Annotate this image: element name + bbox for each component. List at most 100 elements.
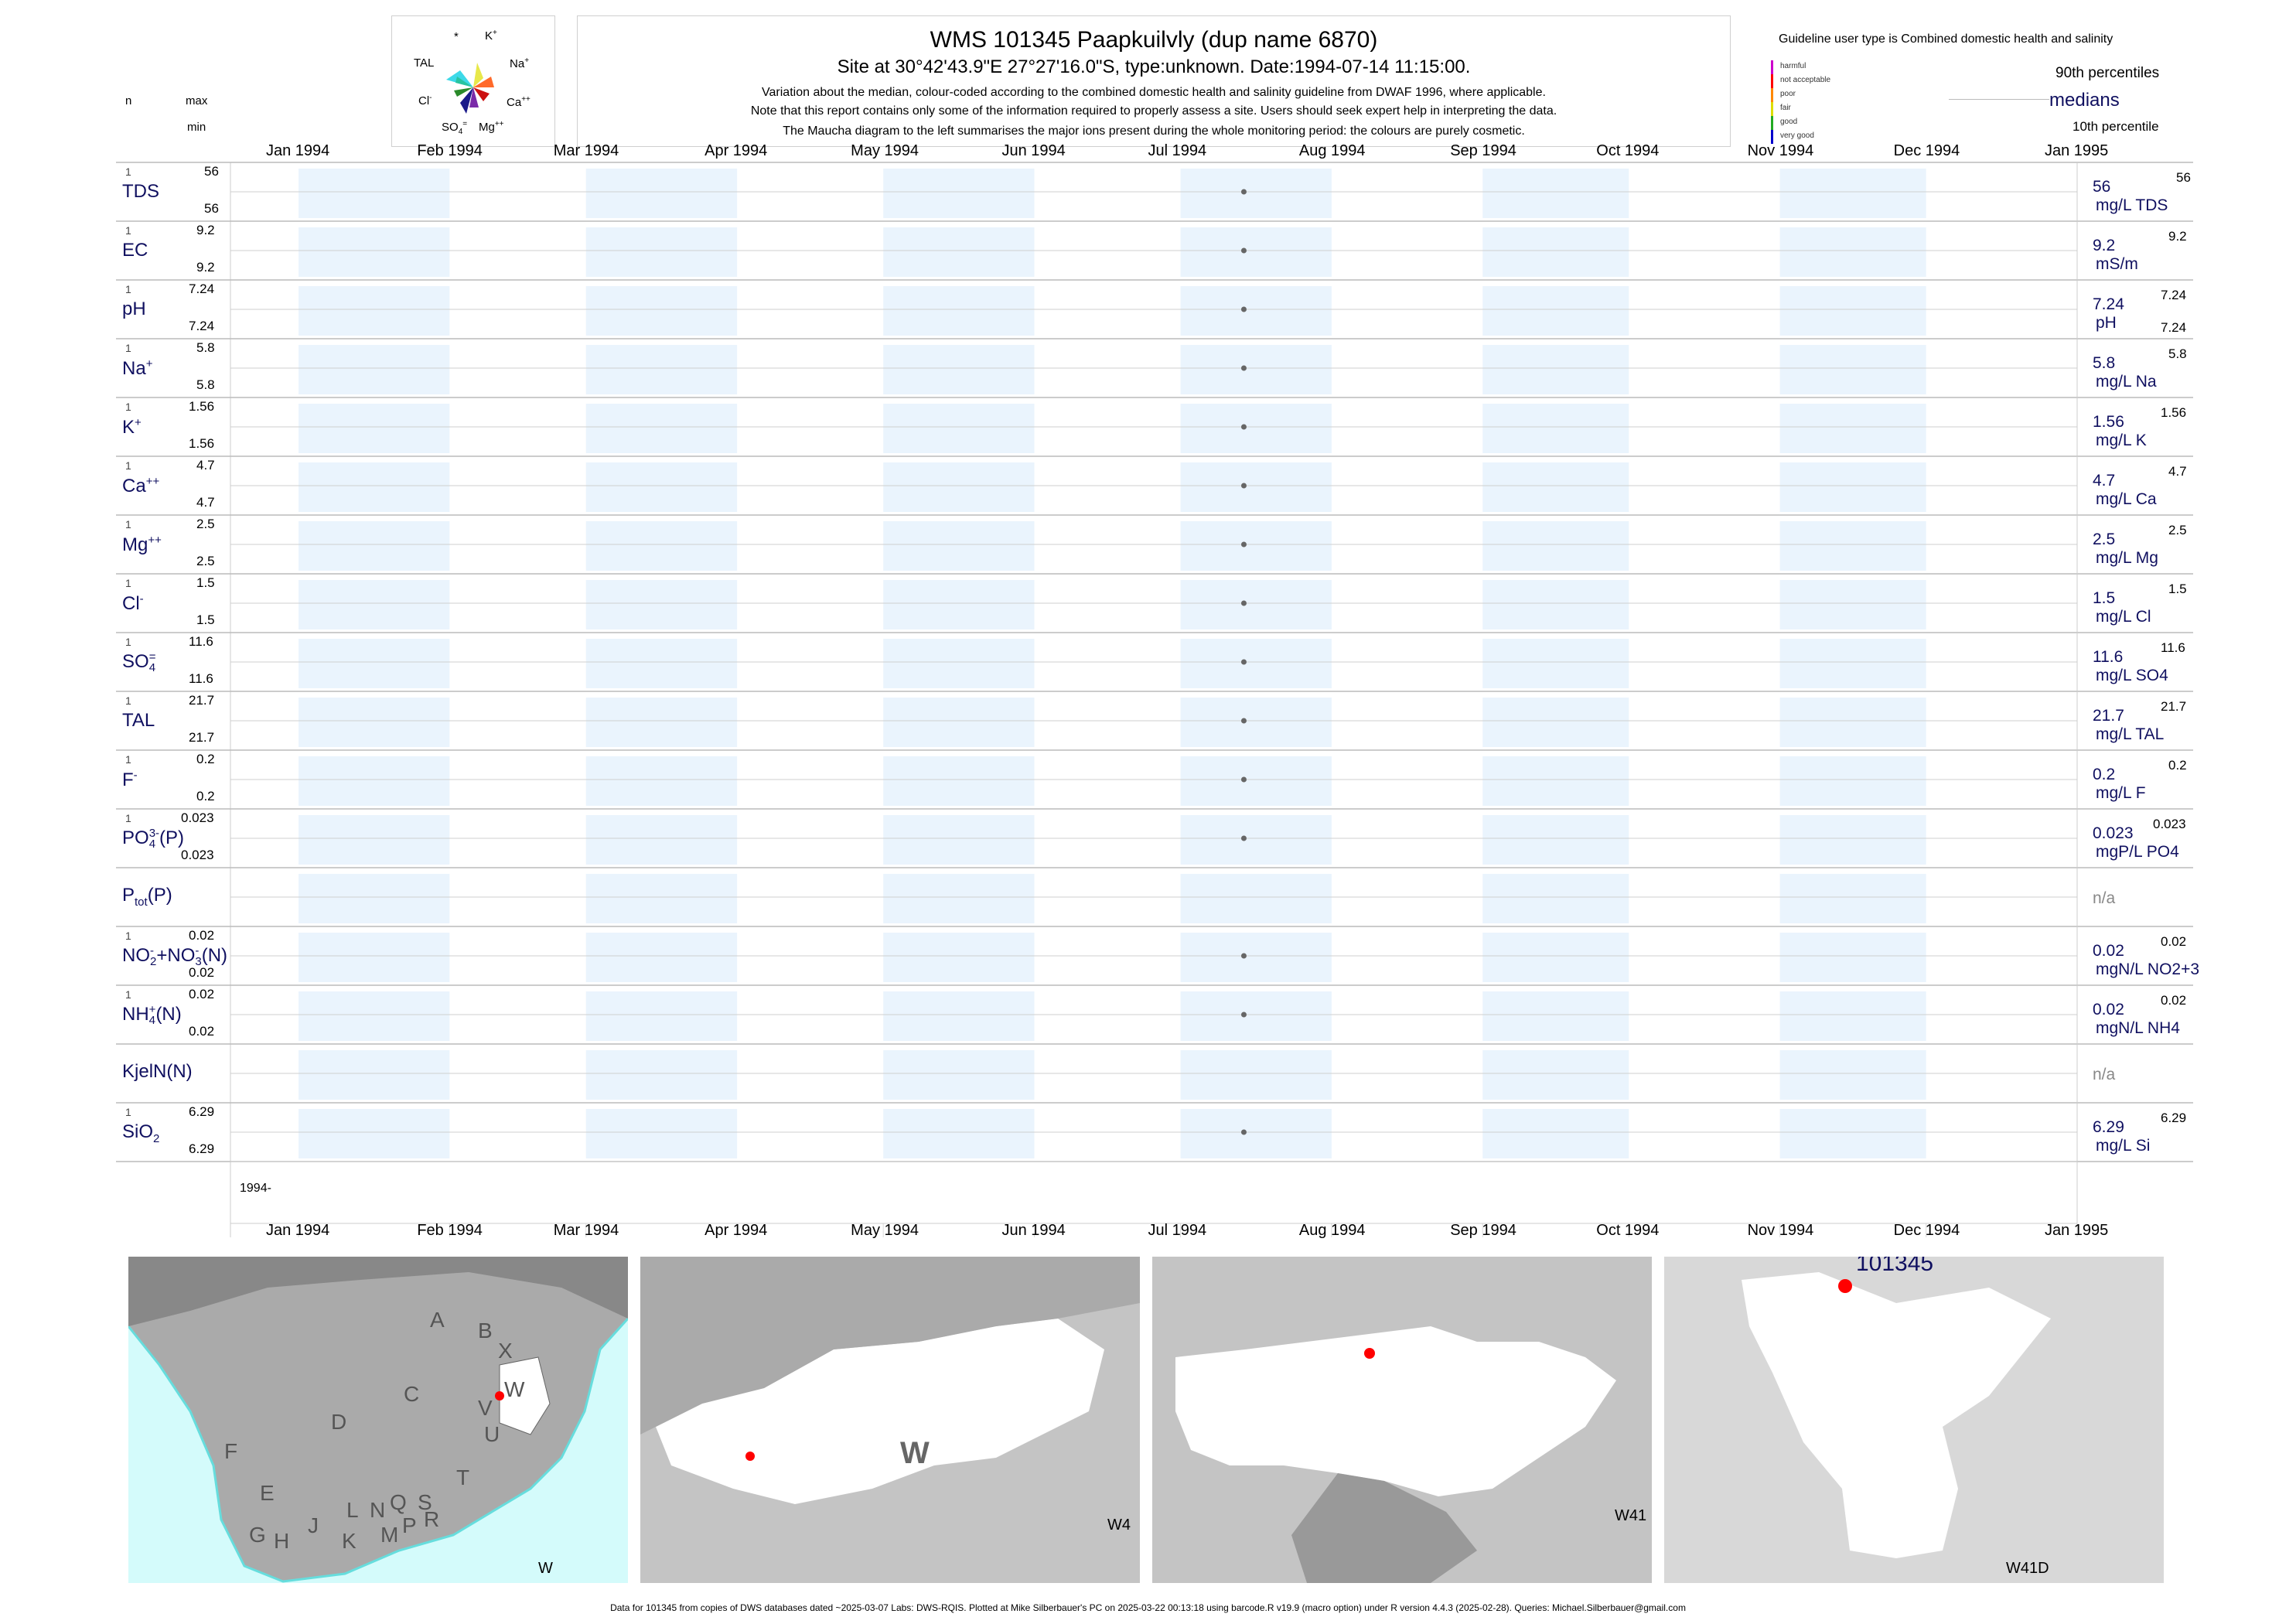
map3-catchment xyxy=(1175,1326,1616,1496)
month-band-so4-2 xyxy=(585,639,738,688)
row-n-ec: 1 xyxy=(125,224,131,237)
map1-letter-n: N xyxy=(370,1498,386,1522)
map-w-region: W W4 xyxy=(640,1257,1140,1583)
row-median-so4: 11.6 xyxy=(2093,648,2124,666)
map1-letter-v: V xyxy=(478,1396,493,1420)
month-band-sio2-4 xyxy=(883,1109,1035,1158)
month-label-top-5: Jun 1994 xyxy=(1001,142,1066,159)
legend-category-4: good xyxy=(1780,118,1798,126)
month-label-bottom-0: Jan 1994 xyxy=(266,1222,330,1239)
month-band-ptot-2 xyxy=(585,874,738,923)
maucha-petal-k xyxy=(473,63,483,87)
legend-color-3 xyxy=(1771,102,1773,116)
month-band-na-8 xyxy=(1482,345,1629,394)
month-band-ca-6 xyxy=(1180,462,1332,512)
map1-region-w xyxy=(499,1356,551,1435)
month-label-bottom-1: Feb 1994 xyxy=(417,1222,483,1239)
row-median-tal: 21.7 xyxy=(2093,707,2124,725)
row-label-f: F- xyxy=(122,769,138,790)
row-label-cl: Cl- xyxy=(122,592,144,614)
data-point-so4 xyxy=(1240,659,1247,665)
legend-category-1: not acceptable xyxy=(1780,76,1831,84)
month-band-tal-8 xyxy=(1482,698,1629,747)
map1-site-marker xyxy=(495,1391,504,1401)
maucha-label-so4: SO4= xyxy=(442,120,468,136)
maucha-petal-ca xyxy=(473,87,490,101)
row-label-tal: TAL xyxy=(122,710,155,731)
map4-site-marker xyxy=(1838,1279,1852,1293)
map1-letter-c: C xyxy=(404,1382,420,1406)
legend-p90: 90th percentiles xyxy=(2055,65,2160,81)
row-label-k: K+ xyxy=(122,416,142,438)
month-band-tds-6 xyxy=(1180,169,1332,218)
month-label-bottom-8: Sep 1994 xyxy=(1450,1222,1516,1239)
month-band-no23-10 xyxy=(1779,933,1926,982)
month-band-nh4-6 xyxy=(1180,991,1332,1041)
data-point-po4 xyxy=(1240,835,1247,841)
bottom-panel-frame xyxy=(230,1161,2078,1224)
legend-color-5 xyxy=(1771,130,1773,144)
legend-category-0: harmful xyxy=(1780,62,1806,70)
month-band-tds-2 xyxy=(585,169,738,218)
month-band-tds-8 xyxy=(1482,169,1629,218)
row-p90-ph: 7.24 xyxy=(2161,288,2187,302)
maucha-diagram: * K+ Na+ Ca++ Mg++ SO4= Cl- TAL xyxy=(391,15,555,147)
map1-land xyxy=(128,1257,628,1583)
bottom-year-label: 1994- xyxy=(240,1182,271,1195)
data-point-ec xyxy=(1240,247,1247,254)
month-label-top-10: Nov 1994 xyxy=(1747,142,1814,159)
map1-letter-l: L xyxy=(346,1498,359,1522)
row-min-no23: 0.02 xyxy=(189,965,215,980)
map1-letter-t: T xyxy=(456,1465,470,1489)
row-max-nh4: 0.02 xyxy=(189,987,215,1001)
row-p90-f: 0.2 xyxy=(2168,758,2187,773)
map1-letter-e: E xyxy=(260,1481,275,1505)
month-band-f-2 xyxy=(585,756,738,806)
month-band-k-6 xyxy=(1180,404,1332,453)
month-band-cl-10 xyxy=(1779,580,1926,629)
row-p90-ca: 4.7 xyxy=(2168,464,2187,479)
row-p90-k: 1.56 xyxy=(2161,405,2187,420)
row-n-na: 1 xyxy=(125,342,131,354)
month-label-bottom-12: Jan 1995 xyxy=(2045,1222,2109,1239)
legend-title: Guideline user type is Combined domestic… xyxy=(1779,32,2113,46)
month-label-bottom-3: Apr 1994 xyxy=(704,1222,768,1239)
month-band-so4-8 xyxy=(1482,639,1629,688)
maucha-label-mg: Mg++ xyxy=(479,120,504,134)
month-band-k-10 xyxy=(1779,404,1926,453)
row-label-nh4: NH +4 (N) xyxy=(122,1003,182,1027)
month-band-f-4 xyxy=(883,756,1035,806)
month-label-top-4: May 1994 xyxy=(851,142,919,159)
row-n-mg: 1 xyxy=(125,518,131,531)
month-band-so4-10 xyxy=(1779,639,1926,688)
month-band-tds-10 xyxy=(1779,169,1926,218)
map2-svg xyxy=(640,1257,1140,1504)
month-label-bottom-11: Dec 1994 xyxy=(1893,1222,1960,1239)
row-max-ph: 7.24 xyxy=(189,281,215,296)
month-band-ca-4 xyxy=(883,462,1035,512)
row-median-sio2: 6.29 xyxy=(2093,1118,2124,1136)
row-p90-nh4: 0.02 xyxy=(2161,993,2187,1008)
month-band-ph-6 xyxy=(1180,286,1332,336)
data-point-k xyxy=(1240,424,1247,430)
data-point-no23 xyxy=(1240,953,1247,959)
month-band-po4-6 xyxy=(1180,815,1332,865)
map2-big-letter: W xyxy=(900,1436,930,1470)
row-min-ec: 9.2 xyxy=(196,260,215,275)
row-unit-tal: mg/L TAL xyxy=(2096,725,2165,743)
row-unit-ec: mS/m xyxy=(2096,255,2138,273)
map3-svg xyxy=(1175,1326,1616,1583)
month-band-kjel-6 xyxy=(1180,1050,1332,1100)
month-label-top-7: Aug 1994 xyxy=(1298,142,1366,159)
month-band-po4-4 xyxy=(883,815,1035,865)
row-label-sio2: SiO2 xyxy=(122,1121,160,1145)
map2-site-marker xyxy=(745,1452,755,1461)
month-band-ptot-4 xyxy=(883,874,1035,923)
legend-color-4 xyxy=(1771,116,1773,130)
month-label-top-3: Apr 1994 xyxy=(704,142,768,159)
map1-letter-u: U xyxy=(484,1422,500,1446)
data-point-cl xyxy=(1240,600,1247,606)
legend-category-2: poor xyxy=(1780,90,1796,98)
month-band-ec-4 xyxy=(883,227,1035,277)
month-label-bottom-9: Oct 1994 xyxy=(1596,1222,1660,1239)
